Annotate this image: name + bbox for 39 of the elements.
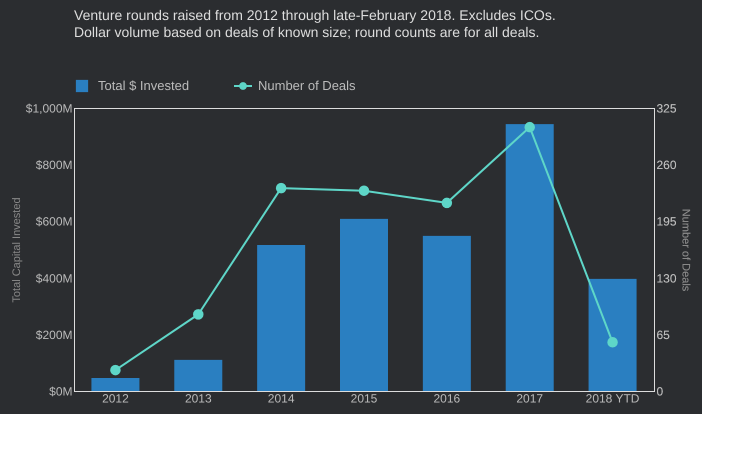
- y-tick-label: $400M: [36, 271, 72, 286]
- bar: [422, 236, 471, 391]
- chart-title: Venture rounds raised from 2012 through late-February 2018. Excludes ICOs.: [74, 6, 556, 23]
- bar: [257, 244, 306, 391]
- bar: [340, 218, 388, 391]
- y2-tick-label: 65: [656, 328, 670, 342]
- y-tick-label: $200M: [36, 328, 72, 342]
- y-axis-title: Total Capital Invested: [10, 197, 23, 303]
- y2-tick-label: 260: [656, 158, 677, 172]
- bar: [506, 124, 554, 391]
- legend-label: Number of Deals: [258, 78, 356, 93]
- point: [442, 198, 452, 208]
- x-tick-label: 2015: [350, 392, 378, 406]
- y-tick-label: $600M: [36, 214, 72, 229]
- point: [524, 122, 535, 132]
- y2-tick-label: 130: [656, 271, 677, 286]
- y2-tick-label: 195: [656, 214, 677, 229]
- point: [193, 309, 204, 320]
- x-tick-label: 2017: [516, 392, 544, 406]
- point: [358, 185, 370, 196]
- point: [110, 364, 121, 376]
- y-tick-label: $1,000M: [26, 102, 72, 116]
- bar: [588, 278, 637, 391]
- y2-tick-label: 325: [656, 102, 677, 116]
- y-tick-label: $0M: [49, 384, 73, 398]
- x-tick-label: 2012: [102, 392, 130, 406]
- y2-axis-title: Number of Deals: [680, 208, 692, 292]
- bar: [174, 360, 222, 391]
- x-tick-label: 2013: [184, 392, 212, 406]
- legend-label: Total $ Invested: [98, 78, 190, 93]
- x-tick-label: 2014: [268, 392, 295, 406]
- point: [276, 182, 286, 194]
- x-tick-label: 2018 YTD: [586, 392, 640, 406]
- x-tick-label: 2016: [434, 392, 461, 406]
- y-tick-label: $800M: [36, 158, 72, 172]
- point: [607, 337, 618, 348]
- chart-subtitle: Dollar volume based on deals of known size; round counts are for all deals.: [74, 24, 540, 40]
- y2-tick-label: 0: [656, 384, 664, 398]
- bar: [91, 378, 140, 391]
